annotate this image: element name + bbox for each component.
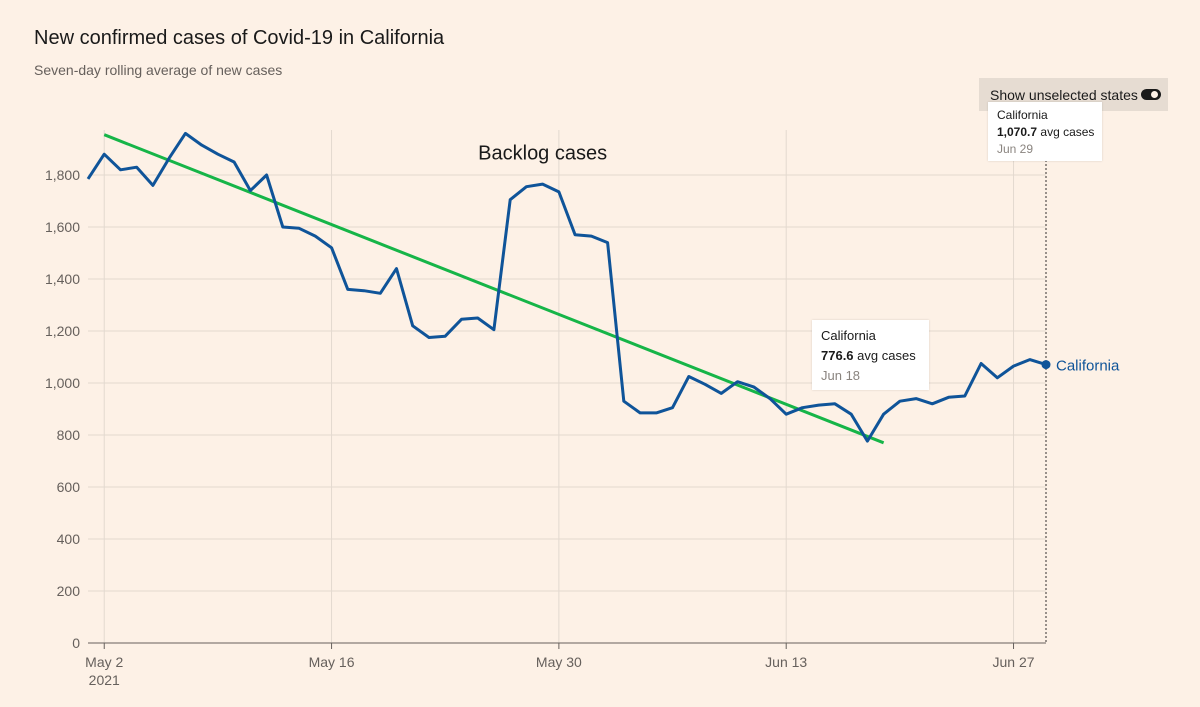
- y-tick-label: 400: [57, 531, 81, 547]
- chart-subtitle: Seven-day rolling average of new cases: [34, 62, 283, 78]
- tooltip-value: 776.6: [821, 348, 854, 363]
- tooltip-value-line: 1,070.7 avg cases: [997, 125, 1102, 139]
- x-tick-label: Jun 13: [765, 654, 807, 670]
- tooltip-value: 1,070.7: [997, 125, 1038, 139]
- tooltip-date: Jun 18: [821, 368, 861, 383]
- tooltip-series-name: California: [997, 108, 1048, 122]
- label-layer: California Backlog cases: [478, 142, 1120, 374]
- y-tick-label: 1,600: [45, 219, 80, 235]
- series-line-california: [86, 131, 1047, 443]
- grid: [88, 130, 1046, 643]
- series-end-label: California: [1056, 358, 1120, 375]
- toggle-label: Show unselected states: [990, 87, 1138, 103]
- trend-line: [103, 133, 885, 445]
- toggle-knob: [1151, 91, 1158, 98]
- x-tick-sublabel: 2021: [89, 672, 120, 688]
- annotation-backlog-cases: Backlog cases: [478, 142, 607, 164]
- x-tick-label: Jun 27: [993, 654, 1035, 670]
- tooltip-date: Jun 29: [997, 142, 1034, 156]
- series-layer: [86, 131, 1051, 443]
- axes: 0 200 400 600 800 1,000 1,200 1,400 1,600 1,800 Ma…: [45, 167, 1046, 688]
- tooltip-hover: California 776.6 avg cases Jun 18: [812, 320, 929, 390]
- tooltip-unit: avg cases: [857, 348, 916, 363]
- y-tick-label: 800: [57, 427, 81, 443]
- y-tick-label: 1,000: [45, 375, 80, 391]
- y-tick-label: 200: [57, 583, 81, 599]
- toggle-switch-icon[interactable]: [1141, 89, 1161, 100]
- x-tick-label: May 16: [309, 654, 355, 670]
- end-point-marker: [1041, 360, 1051, 370]
- x-tick-label: May 2: [85, 654, 123, 670]
- y-tick-label: 0: [72, 635, 80, 651]
- chart-title: New confirmed cases of Covid-19 in Calif…: [34, 27, 445, 49]
- trend-layer: [103, 133, 885, 445]
- tooltip-value-line: 776.6 avg cases: [821, 348, 929, 363]
- x-tick-label: May 30: [536, 654, 582, 670]
- y-tick-label: 1,800: [45, 167, 80, 183]
- y-tick-label: 1,200: [45, 323, 80, 339]
- tooltip-latest: California 1,070.7 avg cases Jun 29: [988, 102, 1102, 161]
- tooltip-unit: avg cases: [1040, 125, 1095, 139]
- y-tick-label: 1,400: [45, 271, 80, 287]
- y-tick-label: 600: [57, 479, 81, 495]
- tooltip-series-name: California: [821, 328, 876, 343]
